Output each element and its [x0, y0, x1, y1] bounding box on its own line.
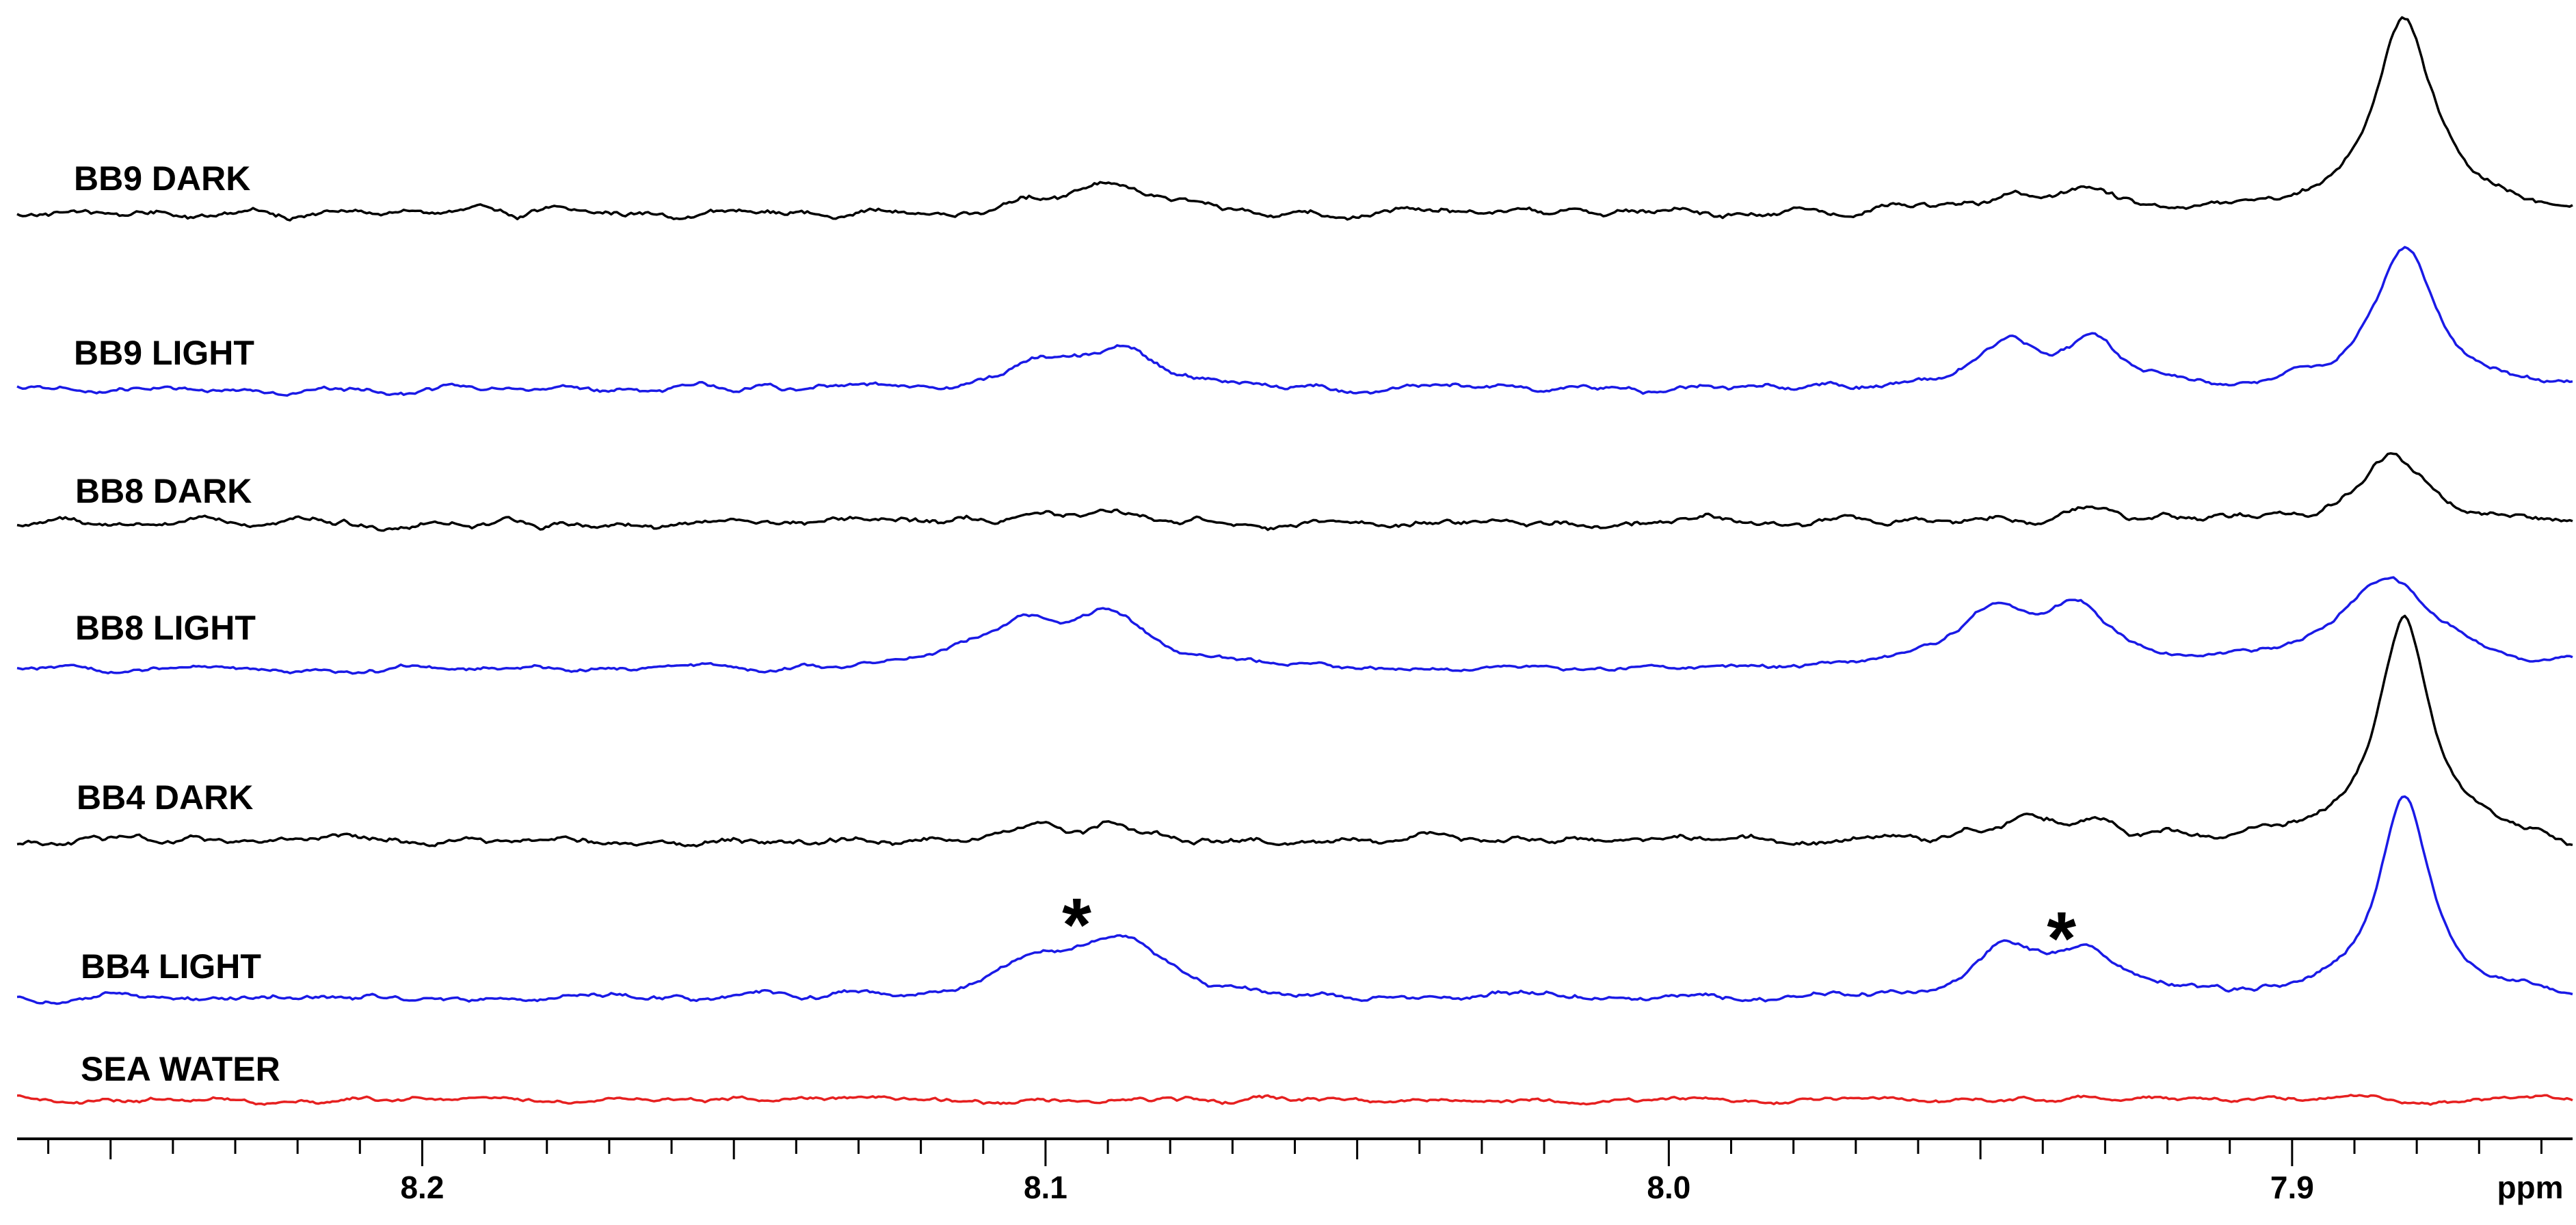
trace-label-bb8-light: BB8 LIGHT: [75, 609, 256, 647]
peak-markers: * *: [1062, 883, 2076, 981]
spectrum-traces: [16, 16, 2573, 1106]
x-tick-label: 8.2: [400, 1170, 444, 1205]
x-axis-label: ppm: [2497, 1170, 2563, 1205]
trace-bb9-dark: [16, 16, 2573, 222]
trace-bb8-light: [16, 576, 2573, 675]
peak-marker-asterisk: *: [1062, 883, 1091, 967]
trace-bb4-light: [16, 795, 2573, 1005]
x-tick-label: 7.9: [2270, 1170, 2314, 1205]
trace-label-bb4-light: BB4 LIGHT: [81, 947, 261, 986]
x-axis-ticks: 8.2 8.1 8.0 7.9: [47, 1139, 2542, 1205]
trace-label-bb8-dark: BB8 DARK: [75, 472, 252, 510]
peak-marker-asterisk: *: [2047, 897, 2076, 981]
trace-bb8-dark: [16, 452, 2573, 532]
x-tick-label: 8.0: [1647, 1170, 1690, 1205]
trace-label-bb9-dark: BB9 DARK: [74, 159, 250, 198]
trace-label-bb9-light: BB9 LIGHT: [74, 334, 254, 372]
trace-label-bb4-dark: BB4 DARK: [77, 778, 253, 817]
trace-bb9-light: [16, 246, 2573, 397]
x-tick-label: 8.1: [1024, 1170, 1067, 1205]
trace-labels: BB9 DARK BB9 LIGHT BB8 DARK BB8 LIGHT BB4 DA…: [74, 159, 280, 1088]
trace-bb4-dark: [16, 614, 2573, 847]
trace-sea-water: [16, 1094, 2573, 1106]
trace-label-sea-water: SEA WATER: [81, 1050, 280, 1088]
